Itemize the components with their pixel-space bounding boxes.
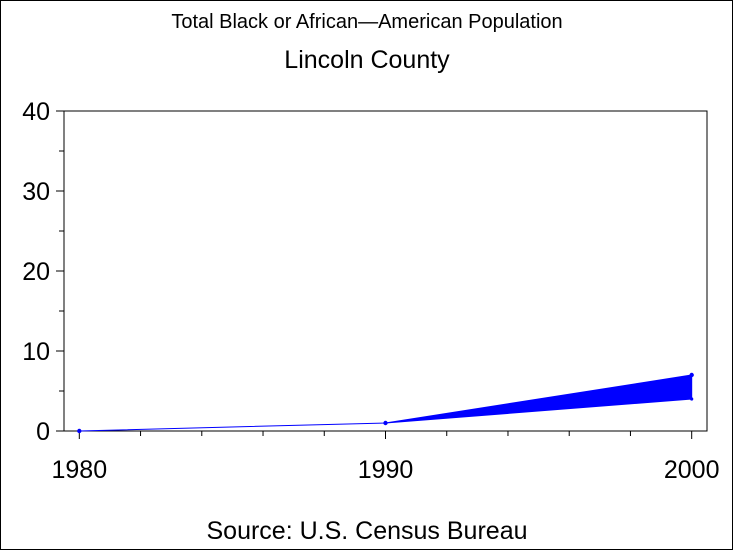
- series-0-upper-point-2: [689, 372, 694, 378]
- x-tick-label-1: 1990: [358, 456, 414, 484]
- series-0-lower-point-1: [383, 421, 388, 425]
- y-tick-label-0: 0: [36, 418, 50, 446]
- chart-source: Source: U.S. Census Bureau: [207, 517, 528, 545]
- y-tick-label-3: 30: [22, 178, 50, 206]
- x-tick-label-0: 1980: [51, 456, 107, 484]
- x-tick-label-2: 2000: [664, 456, 720, 484]
- series-0-area: [79, 374, 693, 432]
- y-tick-label-1: 10: [22, 338, 50, 366]
- series-0-lower-point-0: [77, 429, 81, 433]
- y-tick-label-4: 40: [22, 98, 50, 126]
- chart-subtitle: Lincoln County: [284, 46, 450, 74]
- chart-marks: 0 10 20 30 40 1980 1990 2000: [22, 98, 719, 484]
- y-tick-label-2: 20: [22, 258, 50, 286]
- plot-area: [63, 110, 708, 432]
- series-0-lower-point-2: [690, 397, 694, 401]
- chart-title: Total Black or African—American Populati…: [171, 11, 562, 33]
